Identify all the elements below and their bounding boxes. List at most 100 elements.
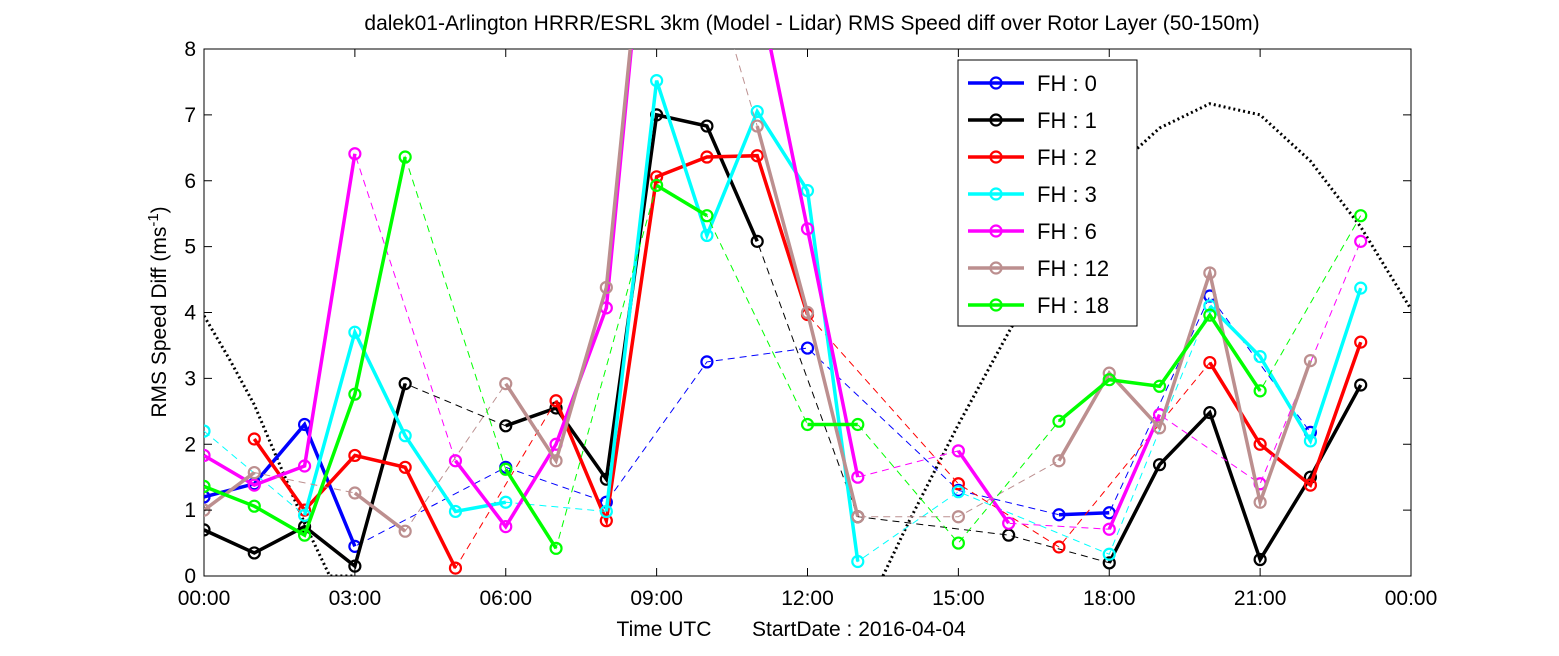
series-6-point [1354, 209, 1368, 223]
series-6-point [1102, 373, 1116, 387]
series-6-solid-line [1057, 312, 1262, 423]
y-tick-label: 8 [184, 38, 196, 61]
series-6-point [499, 462, 513, 476]
series-6-point [851, 417, 865, 432]
series-4-point [247, 478, 261, 492]
series-6-point [1203, 308, 1217, 322]
series-6-point [297, 528, 312, 542]
series-3-solid-line [1208, 287, 1363, 446]
series-4-solid-line [768, 49, 860, 478]
series-3-solid-line [302, 327, 507, 516]
series-2-point [398, 460, 412, 474]
series-6-point [1052, 414, 1066, 428]
series-6-point [348, 387, 362, 401]
series-1-point [750, 234, 764, 248]
series-5-point [499, 377, 513, 391]
series-2-point [348, 448, 362, 463]
series-2-point [1354, 335, 1368, 349]
series-2-point [951, 477, 965, 491]
series-4-point [851, 470, 865, 484]
series-2-point [1253, 437, 1267, 451]
series-5-point [599, 280, 613, 295]
series-1-point [1152, 458, 1167, 472]
series-5-point [1253, 495, 1267, 509]
series-3-point [1102, 547, 1116, 561]
series-1-point [700, 119, 714, 133]
series-3-point [204, 424, 211, 438]
legend-marker [989, 150, 1003, 164]
series-5-point [549, 454, 563, 468]
x-tick-label: 00:00 [1385, 587, 1438, 610]
series-1-point [247, 546, 261, 560]
x-tick-label: 18:00 [1083, 587, 1136, 610]
series-1-point [499, 419, 513, 433]
series-3-point [348, 325, 362, 339]
series-3-point [599, 504, 613, 519]
legend-marker [989, 76, 1003, 90]
series-6-dashed-connector [204, 155, 1362, 550]
series-6-point [800, 417, 815, 432]
series-5-point [348, 486, 362, 500]
legend: FH : 0 FH : 1 FH : 2 FH : 3 FH : 6 FH : 12 FH … [957, 59, 1138, 327]
y-tick-label: 6 [184, 170, 196, 193]
series-5-solid-line [504, 49, 632, 465]
series-4-point [448, 454, 463, 468]
series-2-point [599, 514, 613, 528]
series-4-solid-line [956, 449, 1011, 525]
series-5-point [1203, 266, 1217, 280]
series-3-point [499, 495, 513, 509]
series-3-point [700, 228, 714, 243]
legend-label: FH : 0 [1037, 71, 1097, 96]
x-tick-label: 09:00 [630, 587, 683, 610]
series-2-solid-line [1208, 341, 1363, 489]
series-2-solid-line [252, 437, 458, 569]
y-tick-label: 4 [184, 302, 196, 325]
series-6-point [398, 150, 412, 164]
series-4-point [951, 444, 965, 458]
series-3-point [800, 184, 815, 198]
series-2-point [448, 561, 463, 575]
series-5-solid-line [353, 491, 407, 533]
series-4-solid-line [1107, 413, 1162, 530]
x-tick-label: 00:00 [178, 587, 231, 610]
legend-marker [989, 298, 1003, 312]
series-5-point [851, 510, 865, 524]
series-2-point [750, 149, 764, 163]
y-axis-label-main: RMS Speed Diff (ms [148, 227, 171, 418]
series-0-point [700, 355, 714, 369]
series-6-point [1253, 384, 1267, 398]
x-tick-label: 21:00 [1234, 587, 1287, 610]
series-0-point [800, 341, 815, 355]
series-5-point [1052, 454, 1066, 468]
legend-label: FH : 6 [1037, 219, 1097, 244]
series-3-point [750, 104, 764, 119]
y-axis-label-close: ) [148, 206, 171, 213]
series-3-point [1253, 350, 1267, 364]
series-2-point [1303, 478, 1318, 492]
series-4-point [800, 222, 815, 236]
series-2-point [650, 170, 664, 184]
series-5-solid-line [204, 471, 256, 512]
series-4-point [1354, 234, 1368, 248]
series-4-point [499, 519, 513, 534]
series-5-point [398, 524, 412, 538]
series-5-point [951, 510, 965, 524]
legend-label: FH : 12 [1037, 256, 1109, 281]
y-tick-label: 5 [184, 236, 196, 259]
series-3-solid-line [604, 80, 860, 562]
series-4-point [204, 448, 211, 463]
series-2-solid-line [554, 153, 810, 528]
start-date-label: StartDate : 2016-04-04 [752, 618, 966, 641]
series-5-point [800, 305, 815, 320]
y-tick-label: 0 [184, 565, 196, 588]
series-6-point [549, 541, 563, 555]
y-tick-label: 3 [184, 367, 196, 390]
x-tick-label: 15:00 [932, 587, 985, 610]
series-4-point [348, 147, 362, 161]
series-2-point [297, 503, 312, 517]
axis-ticks: 00:00 03:00 06:00 09:00 12:00 15:00 18:00 21:00… [178, 38, 1438, 610]
x-tick-label: 06:00 [479, 587, 532, 610]
series-1-point [398, 377, 412, 391]
series-0-solid-line [1058, 511, 1110, 517]
series-3-point [398, 429, 412, 443]
